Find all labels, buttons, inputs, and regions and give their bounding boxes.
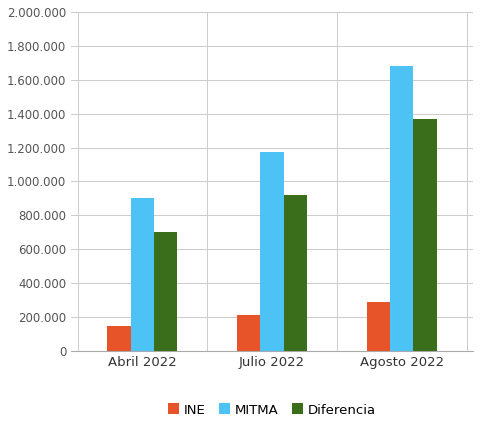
Bar — [237, 315, 261, 351]
Bar — [413, 119, 437, 351]
Bar — [131, 199, 154, 351]
Bar — [261, 152, 284, 351]
Bar — [154, 232, 178, 351]
Legend: INE, MITMA, Diferencia: INE, MITMA, Diferencia — [163, 398, 381, 422]
Bar — [284, 195, 307, 351]
Bar — [108, 326, 131, 351]
Bar — [367, 302, 390, 351]
Bar — [390, 66, 413, 351]
